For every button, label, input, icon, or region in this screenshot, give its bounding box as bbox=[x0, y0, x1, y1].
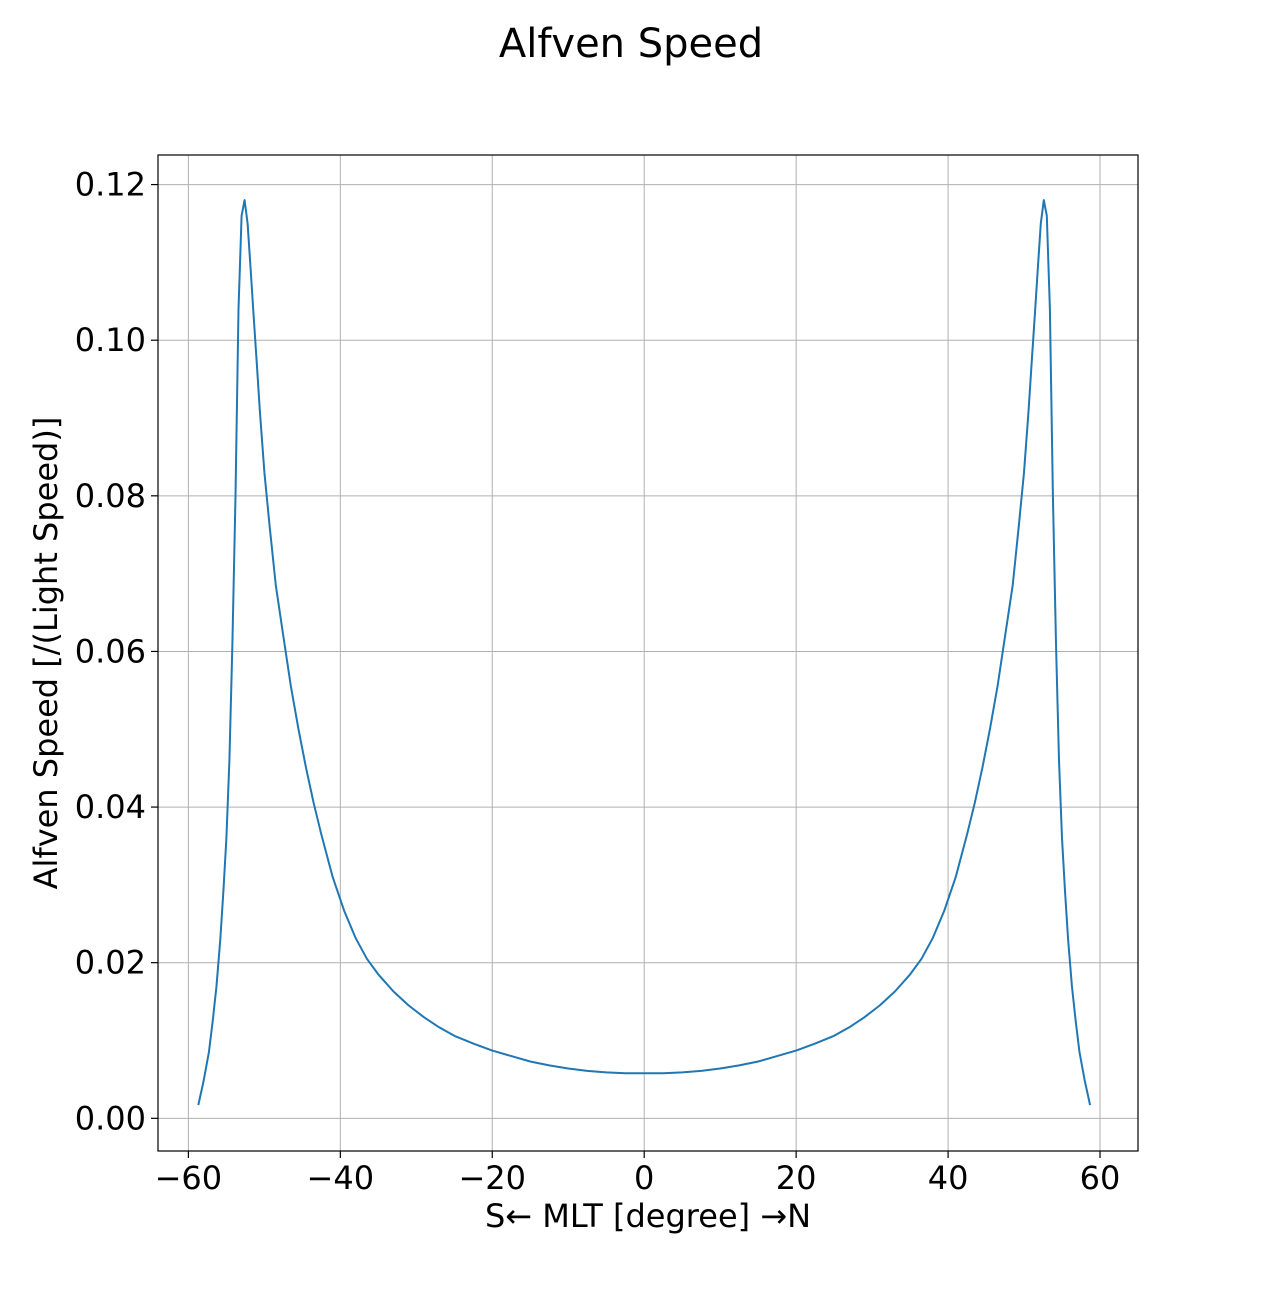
y-tick-label: 0.06 bbox=[75, 632, 146, 670]
y-tick-label: 0.04 bbox=[75, 788, 146, 826]
y-axis-ticks: 0.00 0.02 0.04 0.06 0.08 0.10 0.12 bbox=[75, 166, 158, 1137]
x-tick-label: 40 bbox=[928, 1159, 969, 1197]
y-axis-label: Alfven Speed [/(Light Speed)] bbox=[27, 417, 65, 890]
y-tick-label: 0.00 bbox=[75, 1099, 146, 1137]
y-tick-label: 0.02 bbox=[75, 944, 146, 982]
x-tick-label: −20 bbox=[458, 1159, 526, 1197]
x-tick-label: 0 bbox=[634, 1159, 654, 1197]
x-tick-label: −40 bbox=[307, 1159, 375, 1197]
x-tick-label: −60 bbox=[155, 1159, 223, 1197]
x-axis-ticks: −60 −40 −20 0 20 40 60 bbox=[155, 1151, 1121, 1197]
plot-frame bbox=[157, 154, 1139, 1152]
x-tick-label: 20 bbox=[776, 1159, 817, 1197]
y-tick-label: 0.12 bbox=[75, 166, 146, 204]
grid-lines bbox=[158, 155, 1138, 1151]
chart-title: Alfven Speed bbox=[499, 21, 763, 67]
series-line bbox=[197, 199, 1092, 1106]
x-axis-label: S← MLT [degree] →N bbox=[485, 1197, 811, 1235]
x-tick-label: 60 bbox=[1080, 1159, 1121, 1197]
y-tick-label: 0.10 bbox=[75, 321, 146, 359]
y-tick-label: 0.08 bbox=[75, 477, 146, 515]
series-layer bbox=[197, 199, 1092, 1106]
